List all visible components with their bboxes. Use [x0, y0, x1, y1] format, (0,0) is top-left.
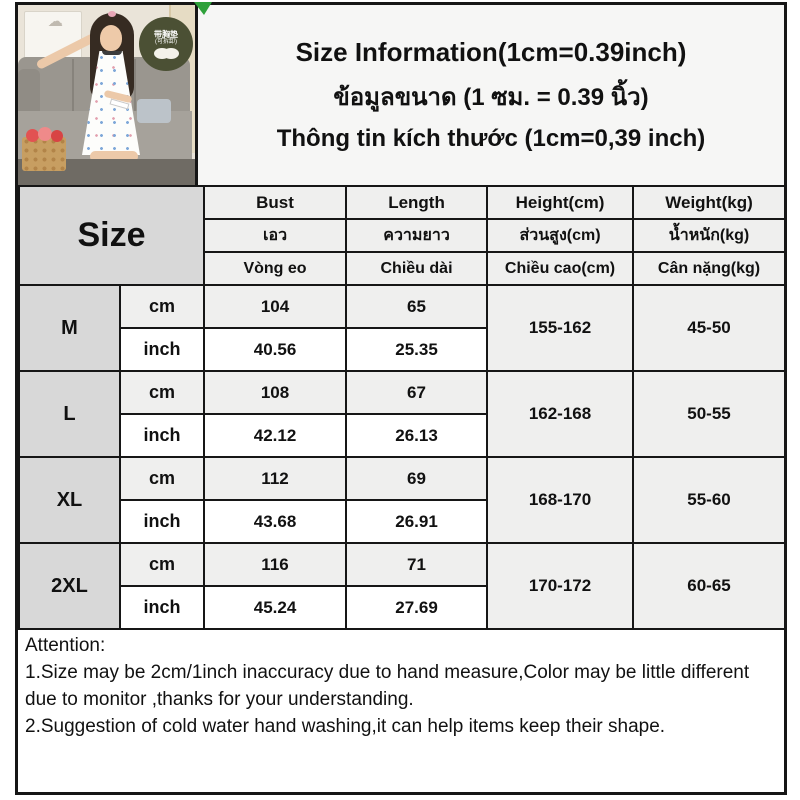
green-corner-accent	[194, 2, 212, 15]
content-frame: ☁ ☁	[15, 2, 787, 795]
col-header-length: Length	[345, 185, 489, 220]
unit-cm: cm	[118, 284, 206, 329]
attention-item: 2.Suggestion of cold water hand washing,…	[25, 715, 666, 737]
title-block: Size Information(1cm=0.39inch) ข้อมูลขนา…	[198, 5, 784, 185]
basket-item	[26, 129, 39, 142]
2xl-length-inch: 27.69	[345, 585, 489, 630]
col-header-height-th: ส่วนสูง(cm)	[486, 218, 635, 253]
l-length-cm: 67	[345, 370, 489, 415]
unit-cm: cm	[118, 542, 206, 587]
model-leg	[90, 151, 138, 162]
cloud-icon: ☁	[48, 13, 63, 30]
m-length-cm: 65	[345, 284, 489, 329]
m-bust-cm: 104	[203, 284, 348, 329]
l-height: 162-168	[486, 370, 635, 458]
m-bust-inch: 40.56	[203, 327, 348, 372]
size-2xl-cell: 2XL	[18, 542, 121, 630]
col-header-bust-vi: Vòng eo	[203, 251, 348, 286]
2xl-bust-cm: 116	[203, 542, 348, 587]
chest-pads-icon	[153, 47, 179, 59]
col-header-bust-th: เอว	[203, 218, 348, 253]
l-bust-inch: 42.12	[203, 413, 348, 458]
l-bust-cm: 108	[203, 370, 348, 415]
couch-seam	[72, 59, 74, 113]
xl-bust-inch: 43.68	[203, 499, 348, 544]
size-xl-cell: XL	[18, 456, 121, 544]
wicker-basket	[22, 137, 66, 171]
size-l-cell: L	[18, 370, 121, 458]
size-m-cell: M	[18, 284, 121, 372]
col-header-height: Height(cm)	[486, 185, 635, 220]
l-length-inch: 26.13	[345, 413, 489, 458]
col-header-weight-vi: Cân nặng(kg)	[632, 251, 787, 286]
unit-cm: cm	[118, 456, 206, 501]
attention-item: 1.Size may be 2cm/1inch inaccuracy due t…	[25, 661, 750, 710]
2xl-length-cm: 71	[345, 542, 489, 587]
2xl-weight: 60-65	[632, 542, 787, 630]
col-header-height-vi: Chiều cao(cm)	[486, 251, 635, 286]
xl-length-cm: 69	[345, 456, 489, 501]
col-header-length-vi: Chiều dài	[345, 251, 489, 286]
m-weight: 45-50	[632, 284, 787, 372]
model-headband	[108, 11, 116, 17]
unit-inch: inch	[118, 327, 206, 372]
product-photo: ☁ ☁	[18, 5, 198, 185]
couch-pillow	[137, 99, 171, 123]
header-row: ☁ ☁	[18, 2, 784, 185]
title-thai: ข้อมูลขนาด (1 ซม. = 0.39 นิ้ว)	[333, 84, 649, 111]
unit-inch: inch	[118, 499, 206, 544]
col-header-weight-th: น้ำหนัก(kg)	[632, 218, 787, 253]
cloud-icon: ☁	[48, 18, 58, 29]
basket-item	[38, 127, 52, 141]
l-weight: 50-55	[632, 370, 787, 458]
title-english: Size Information(1cm=0.39inch)	[295, 37, 687, 67]
2xl-height: 170-172	[486, 542, 635, 630]
size-header-cell: Size	[17, 185, 206, 286]
2xl-bust-inch: 45.24	[203, 585, 348, 630]
col-header-bust: Bust	[203, 185, 348, 220]
m-height: 155-162	[486, 284, 635, 372]
unit-inch: inch	[118, 585, 206, 630]
basket-item	[51, 130, 63, 142]
dress-neckline	[102, 51, 122, 55]
attention-heading: Attention:	[25, 635, 106, 656]
xl-height: 168-170	[486, 456, 635, 544]
couch-seam	[134, 59, 136, 113]
badge-subtext: (可拆卸)	[155, 38, 177, 45]
xl-length-inch: 26.91	[345, 499, 489, 544]
col-header-weight: Weight(kg)	[632, 185, 787, 220]
attention-note: Attention: 1.Size may be 2cm/1inch inacc…	[18, 630, 784, 792]
title-vietnamese: Thông tin kích thước (1cm=0,39 inch)	[276, 125, 706, 152]
unit-inch: inch	[118, 413, 206, 458]
unit-cm: cm	[118, 370, 206, 415]
size-table: Size Bust Length Height(cm) Weight(kg) เ…	[17, 185, 787, 630]
m-length-inch: 25.35	[345, 327, 489, 372]
col-header-length-th: ความยาว	[345, 218, 489, 253]
chest-pad-badge: 带胸垫 (可拆卸)	[139, 17, 193, 71]
xl-bust-cm: 112	[203, 456, 348, 501]
model-face	[100, 25, 122, 51]
badge-text: 带胸垫	[154, 29, 178, 39]
xl-weight: 55-60	[632, 456, 787, 544]
